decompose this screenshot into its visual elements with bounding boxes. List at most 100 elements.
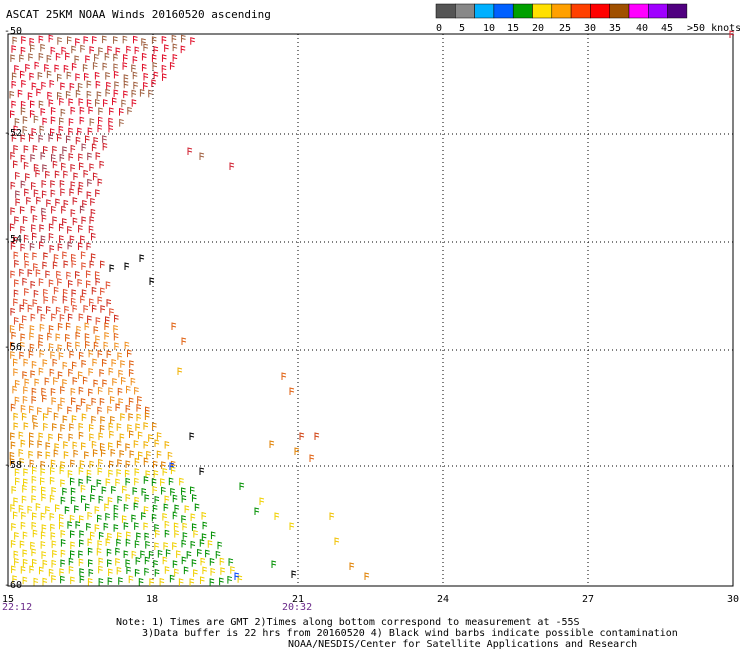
- wind-barb: [115, 547, 120, 556]
- wind-barb: [157, 549, 163, 558]
- wind-barb: [113, 36, 118, 44]
- wind-barb: [131, 550, 137, 559]
- wind-barb: [87, 127, 93, 135]
- wind-barb: [32, 299, 38, 307]
- wind-barb: [93, 136, 99, 145]
- wind-barb: [11, 331, 16, 340]
- wind-barb: [162, 512, 167, 521]
- wind-barb: [125, 493, 131, 502]
- note-line-3: NOAA/NESDIS/Center for Satellite Applica…: [288, 639, 638, 650]
- wind-barb: [217, 541, 223, 550]
- wind-barb: [23, 358, 29, 367]
- wind-barb: [135, 423, 141, 431]
- wind-barb: [155, 529, 160, 538]
- wind-barb: [87, 547, 93, 556]
- wind-barb: [107, 405, 112, 414]
- wind-barb: [31, 387, 37, 396]
- wind-barb: [77, 242, 83, 250]
- wind-barb: [10, 504, 15, 512]
- wind-barb: [115, 557, 120, 566]
- wind-barb: [154, 568, 160, 577]
- wind-barb: [98, 432, 104, 441]
- wind-barb: [68, 153, 74, 161]
- wind-barb: [10, 54, 15, 62]
- wind-barb: [97, 540, 103, 548]
- wind-barb: [183, 566, 189, 575]
- wind-barb: [52, 358, 58, 367]
- wind-barb: [105, 72, 110, 80]
- wind-barb: [115, 47, 121, 55]
- scale-label: 45: [661, 23, 673, 34]
- wind-barb: [148, 89, 153, 98]
- wind-barb: [105, 316, 110, 324]
- wind-barb: [96, 479, 102, 487]
- wind-barb: [193, 530, 198, 538]
- wind-barb: [108, 442, 113, 450]
- wind-barb: [152, 504, 158, 513]
- color-swatch: [455, 3, 475, 19]
- wind-barb: [10, 540, 16, 548]
- wind-barb: [62, 295, 68, 304]
- wind-barb: [148, 434, 153, 442]
- wind-barb: [107, 577, 113, 585]
- wind-barb: [63, 64, 69, 73]
- wind-barb: [86, 475, 92, 484]
- wind-barb: [86, 90, 92, 99]
- wind-barb: [314, 432, 320, 440]
- wind-barb: [60, 386, 65, 394]
- wind-barb: [71, 260, 77, 268]
- wind-barb: [69, 423, 74, 432]
- wind-barb: [65, 52, 70, 61]
- wind-barb: [70, 459, 75, 468]
- wind-barb: [50, 154, 56, 162]
- wind-barb: [22, 216, 28, 224]
- wind-barb: [159, 577, 165, 586]
- wind-barb: [121, 99, 126, 108]
- scale-label: 15: [507, 23, 519, 34]
- wind-barb: [29, 343, 35, 352]
- wind-barb: [70, 181, 76, 189]
- wind-barb: [128, 368, 134, 377]
- wind-barb: [117, 352, 123, 360]
- wind-barb: [87, 178, 92, 187]
- wind-barb: [61, 46, 67, 55]
- color-swatch: [532, 3, 553, 19]
- wind-barb: [18, 504, 24, 513]
- wind-barb: [89, 460, 95, 469]
- wind-barb: [137, 431, 143, 440]
- wind-barb: [79, 515, 84, 523]
- wind-barb: [92, 62, 98, 70]
- wind-barb: [9, 223, 15, 232]
- wind-barb: [227, 575, 233, 584]
- wind-barb: [91, 397, 97, 406]
- wind-barb: [116, 538, 121, 547]
- wind-barb: [13, 236, 18, 244]
- note-line-2: 3)Data buffer is 22 hrs from 20160520 4)…: [142, 628, 678, 639]
- wind-barb: [161, 64, 167, 73]
- wind-barb: [100, 449, 106, 457]
- wind-barb: [334, 537, 340, 545]
- wind-barb: [53, 253, 59, 262]
- wind-barb: [13, 289, 19, 298]
- wind-barb: [91, 286, 97, 295]
- wind-barb: [80, 495, 86, 503]
- wind-barb: [199, 152, 205, 160]
- wind-barb: [31, 521, 37, 530]
- wind-barb: [199, 539, 205, 547]
- wind-barb: [113, 332, 119, 341]
- wind-barb: [161, 54, 167, 62]
- wind-barb: [165, 549, 171, 557]
- wind-barb: [76, 325, 81, 334]
- wind-barb: [41, 214, 47, 223]
- wind-barb: [10, 341, 15, 350]
- wind-barb: [78, 466, 84, 475]
- wind-barb: [38, 566, 44, 575]
- color-swatch: [628, 3, 649, 19]
- scale-label: >50 knots: [687, 23, 740, 34]
- wind-barb: [20, 404, 26, 413]
- wind-barb: [72, 197, 78, 205]
- wind-barb: [153, 46, 159, 54]
- wind-barb: [97, 349, 103, 358]
- wind-barb: [32, 414, 37, 423]
- wind-barb: [134, 386, 139, 395]
